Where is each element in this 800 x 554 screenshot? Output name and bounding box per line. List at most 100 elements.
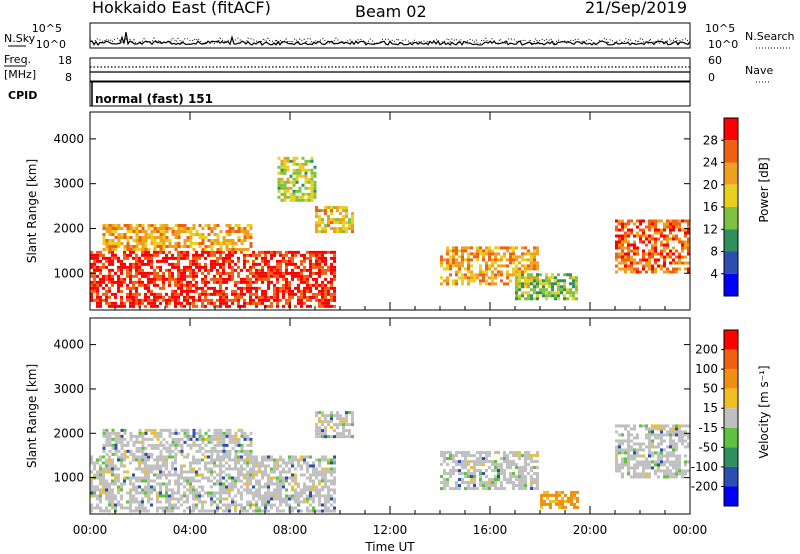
echo-cell [330,417,333,421]
echo-cell [310,183,314,187]
echo-cell [234,289,237,293]
echo-cell [279,286,282,290]
echo-cell [189,271,192,275]
echo-cell [512,258,515,262]
echo-cell [324,301,327,305]
echo-cell [201,247,205,251]
echo-cell [318,500,321,504]
echo-cell [99,470,102,474]
echo-cell [627,436,630,440]
echo-cell [150,271,153,275]
echo-cell [675,219,678,223]
echo-cell [159,482,162,486]
echo-cell [168,298,171,302]
echo-cell [494,273,497,277]
echo-cell [138,277,141,281]
echo-cell [324,292,327,296]
echo-cell [138,262,141,266]
echo-cell [488,484,491,488]
echo-cell [675,466,678,470]
echo-cell [267,274,270,278]
echo-cell [201,277,204,281]
echo-cell [276,461,279,465]
echo-cell [189,241,193,245]
echo-cell [294,253,297,257]
echo-cell [216,238,220,242]
echo-cell [129,431,133,435]
echo-cell [527,267,530,271]
echo-cell [669,222,672,226]
echo-cell [530,454,533,458]
echo-cell [283,168,287,172]
echo-cell [621,258,624,262]
echo-cell [555,490,558,494]
echo-cell [99,491,102,495]
echo-cell [198,434,202,438]
echo-cell [267,280,270,284]
echo-cell [219,289,222,293]
echo-cell [461,249,464,253]
echo-cell [470,246,473,250]
echo-cell [515,246,518,250]
echo-cell [228,494,231,498]
echo-cell [509,466,512,470]
echo-cell [687,237,690,241]
echo-cell [485,460,488,464]
echo-cell [624,267,627,271]
echo-cell [536,487,539,491]
echo-cell [144,446,148,450]
echo-cell [228,485,231,489]
echo-cell [198,295,201,299]
echo-cell [225,271,228,275]
echo-cell [171,473,174,477]
echo-cell [276,295,279,299]
echo-cell [678,469,681,473]
echo-cell [672,427,675,431]
echo-cell [255,482,258,486]
echo-cell [285,479,288,483]
echo-cell [324,503,327,507]
echo-cell [123,253,126,257]
echo-cell [159,241,163,245]
echo-cell [327,268,330,272]
echo-cell [216,482,219,486]
echo-cell [569,276,572,280]
echo-cell [96,503,99,507]
echo-cell [506,454,509,458]
colorbar-tick-label: 28 [703,133,718,147]
echo-cell [129,491,132,495]
echo-cell [240,506,243,510]
echo-cell [286,180,290,184]
echo-cell [648,463,651,467]
echo-cell [183,500,186,504]
echo-cell [506,270,509,274]
echo-cell [114,431,118,435]
echo-cell [515,282,518,286]
echo-cell [228,428,232,432]
echo-cell [294,488,297,492]
echo-cell [222,235,226,239]
echo-cell [252,253,255,257]
echo-cell [313,186,317,190]
echo-cell [648,222,651,226]
echo-cell [518,487,521,491]
echo-cell [491,270,494,274]
echo-cell [138,485,141,489]
echo-cell [657,433,660,437]
echo-cell [198,431,202,435]
echo-cell [684,433,687,437]
echo-cell [575,285,578,289]
echo-cell [645,460,648,464]
echo-cell [129,500,132,504]
echo-cell [219,488,222,492]
echo-cell [291,295,294,299]
echo-cell [201,434,205,438]
echo-cell [108,458,111,462]
echo-cell [108,268,111,272]
echo-cell [174,262,177,266]
echo-cell [318,432,321,436]
echo-cell [156,241,160,245]
echo-cell [198,244,202,248]
echo-cell [342,209,345,213]
echo-cell [246,449,250,453]
